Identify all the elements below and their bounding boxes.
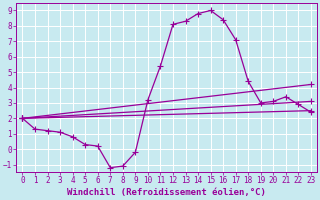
X-axis label: Windchill (Refroidissement éolien,°C): Windchill (Refroidissement éolien,°C) — [67, 188, 266, 197]
